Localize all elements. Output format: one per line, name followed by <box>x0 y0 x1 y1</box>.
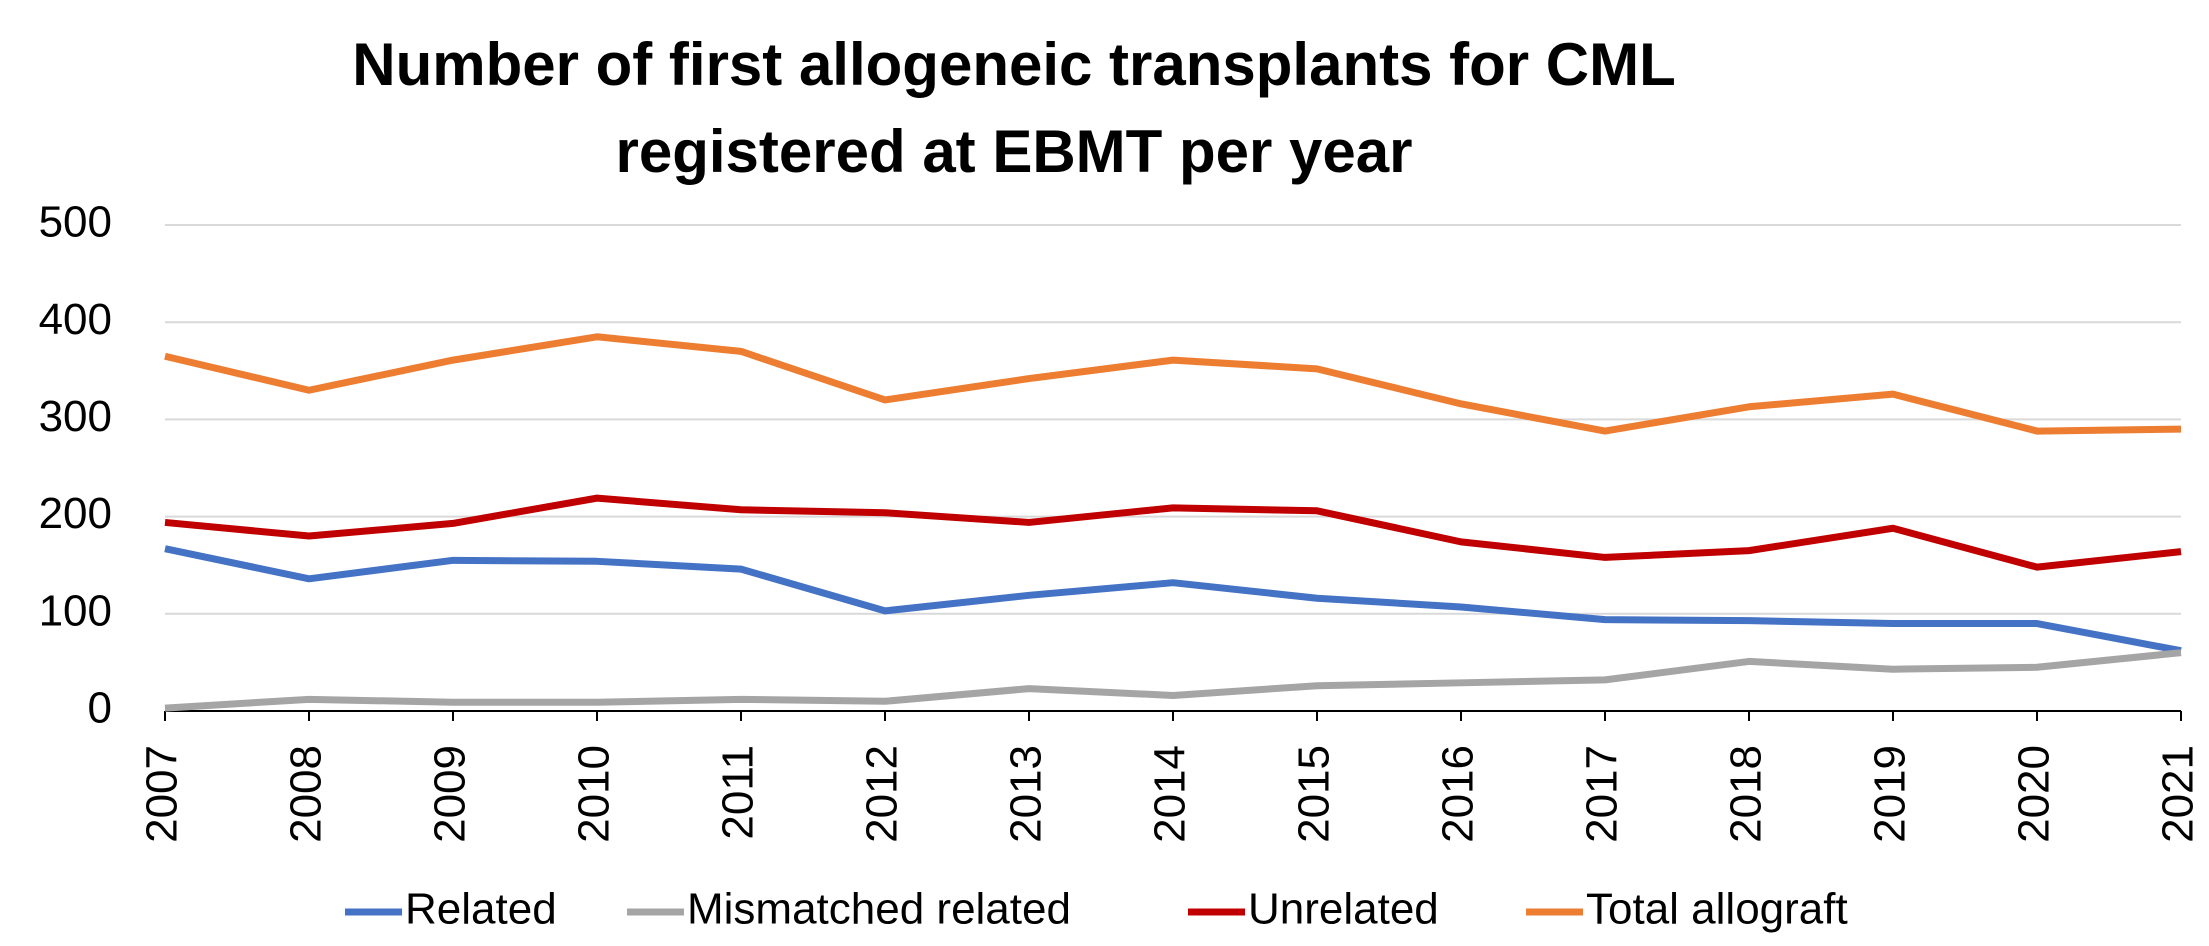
x-tick-label: 2016 <box>1434 745 1483 843</box>
x-tick-label: 2021 <box>2154 745 2203 843</box>
x-tick-label: 2013 <box>1002 745 1051 843</box>
x-tick-label: 2020 <box>2010 745 2059 843</box>
x-tick-label: 2014 <box>1146 745 1195 843</box>
x-tick-label: 2008 <box>282 745 331 843</box>
line-series <box>164 545 2182 655</box>
x-tick-label: 2015 <box>1290 745 1339 843</box>
x-tick-label: 2019 <box>1866 745 1915 843</box>
x-tick-label: 2011 <box>714 745 763 840</box>
x-tick-label: 2017 <box>1578 745 1627 843</box>
x-tick-label: 2018 <box>1722 745 1771 843</box>
line-series <box>164 333 2182 435</box>
y-tick-label: 100 <box>39 586 112 635</box>
chart-title: Number of first allogeneic transplants f… <box>352 31 1676 98</box>
legend-label: Mismatched related <box>687 885 1071 934</box>
line-series <box>164 494 2182 571</box>
y-tick-label: 400 <box>39 295 112 344</box>
x-tick-label: 2012 <box>858 745 907 843</box>
line-series <box>164 649 2182 712</box>
legend-label: Related <box>405 885 557 934</box>
chart-title: registered at EBMT per year <box>616 118 1413 185</box>
y-tick-label: 0 <box>88 684 112 733</box>
y-tick-label: 300 <box>39 392 112 441</box>
y-tick-label: 200 <box>39 489 112 538</box>
legend-label: Unrelated <box>1248 885 1439 934</box>
y-tick-label: 500 <box>39 198 112 247</box>
x-tick-label: 2010 <box>570 745 619 843</box>
legend-label: Total allograft <box>1586 885 1848 934</box>
x-tick-label: 2009 <box>426 745 475 843</box>
x-tick-label: 2007 <box>138 745 187 843</box>
